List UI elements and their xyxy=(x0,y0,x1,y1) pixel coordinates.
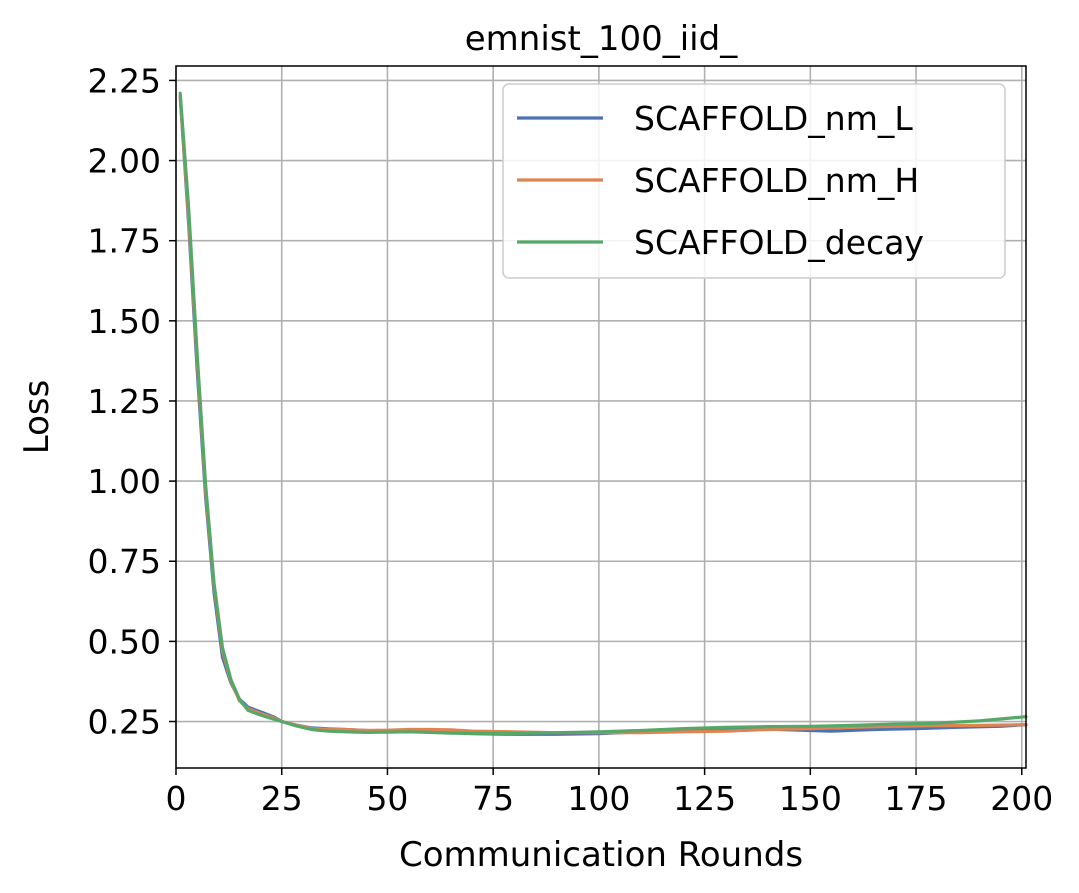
y-tick-label: 2.25 xyxy=(88,61,161,100)
plot-frame xyxy=(175,65,1027,769)
y-tick-label: 1.75 xyxy=(88,222,161,261)
y-tick-label: 1.50 xyxy=(88,302,161,341)
y-axis-label: Loss xyxy=(17,380,57,455)
y-tick-label: 0.75 xyxy=(88,542,161,581)
chart-title: emnist_100_iid_ xyxy=(465,19,738,59)
legend-label-1: SCAFFOLD_nm_L xyxy=(634,99,913,138)
legend-label-2: SCAFFOLD_nm_H xyxy=(634,161,919,200)
x-tick-label: 175 xyxy=(885,779,948,818)
x-axis-label: Communication Rounds xyxy=(399,835,803,875)
x-tick-label: 0 xyxy=(166,779,187,818)
y-tick-label: 1.00 xyxy=(88,462,161,501)
x-tick-label: 50 xyxy=(366,779,408,818)
legend-box xyxy=(502,83,1006,279)
y-tick-label: 0.25 xyxy=(88,703,161,742)
x-tick-label: 150 xyxy=(779,779,842,818)
x-axis-ticks: 0 25 50 75 100 125 150 175 200 xyxy=(166,768,1053,818)
x-tick-label: 100 xyxy=(567,779,630,818)
series-line-3 xyxy=(178,91,1028,735)
x-tick-label: 25 xyxy=(261,779,303,818)
x-tick-label: 125 xyxy=(673,779,736,818)
y-tick-label: 2.00 xyxy=(88,142,161,181)
x-tick-label: 75 xyxy=(472,779,514,818)
y-tick-label: 0.50 xyxy=(88,622,161,661)
y-tick-label: 1.25 xyxy=(88,382,161,421)
legend: SCAFFOLD_nm_L SCAFFOLD_nm_H SCAFFOLD_decay xyxy=(502,83,1006,279)
y-axis-ticks: 0.25 0.50 0.75 1.00 1.25 1.50 1.75 2.00 2.25 xyxy=(88,61,176,742)
x-tick-label: 200 xyxy=(990,779,1053,818)
series-layer xyxy=(178,91,1028,736)
legend-label-3: SCAFFOLD_decay xyxy=(634,223,924,262)
